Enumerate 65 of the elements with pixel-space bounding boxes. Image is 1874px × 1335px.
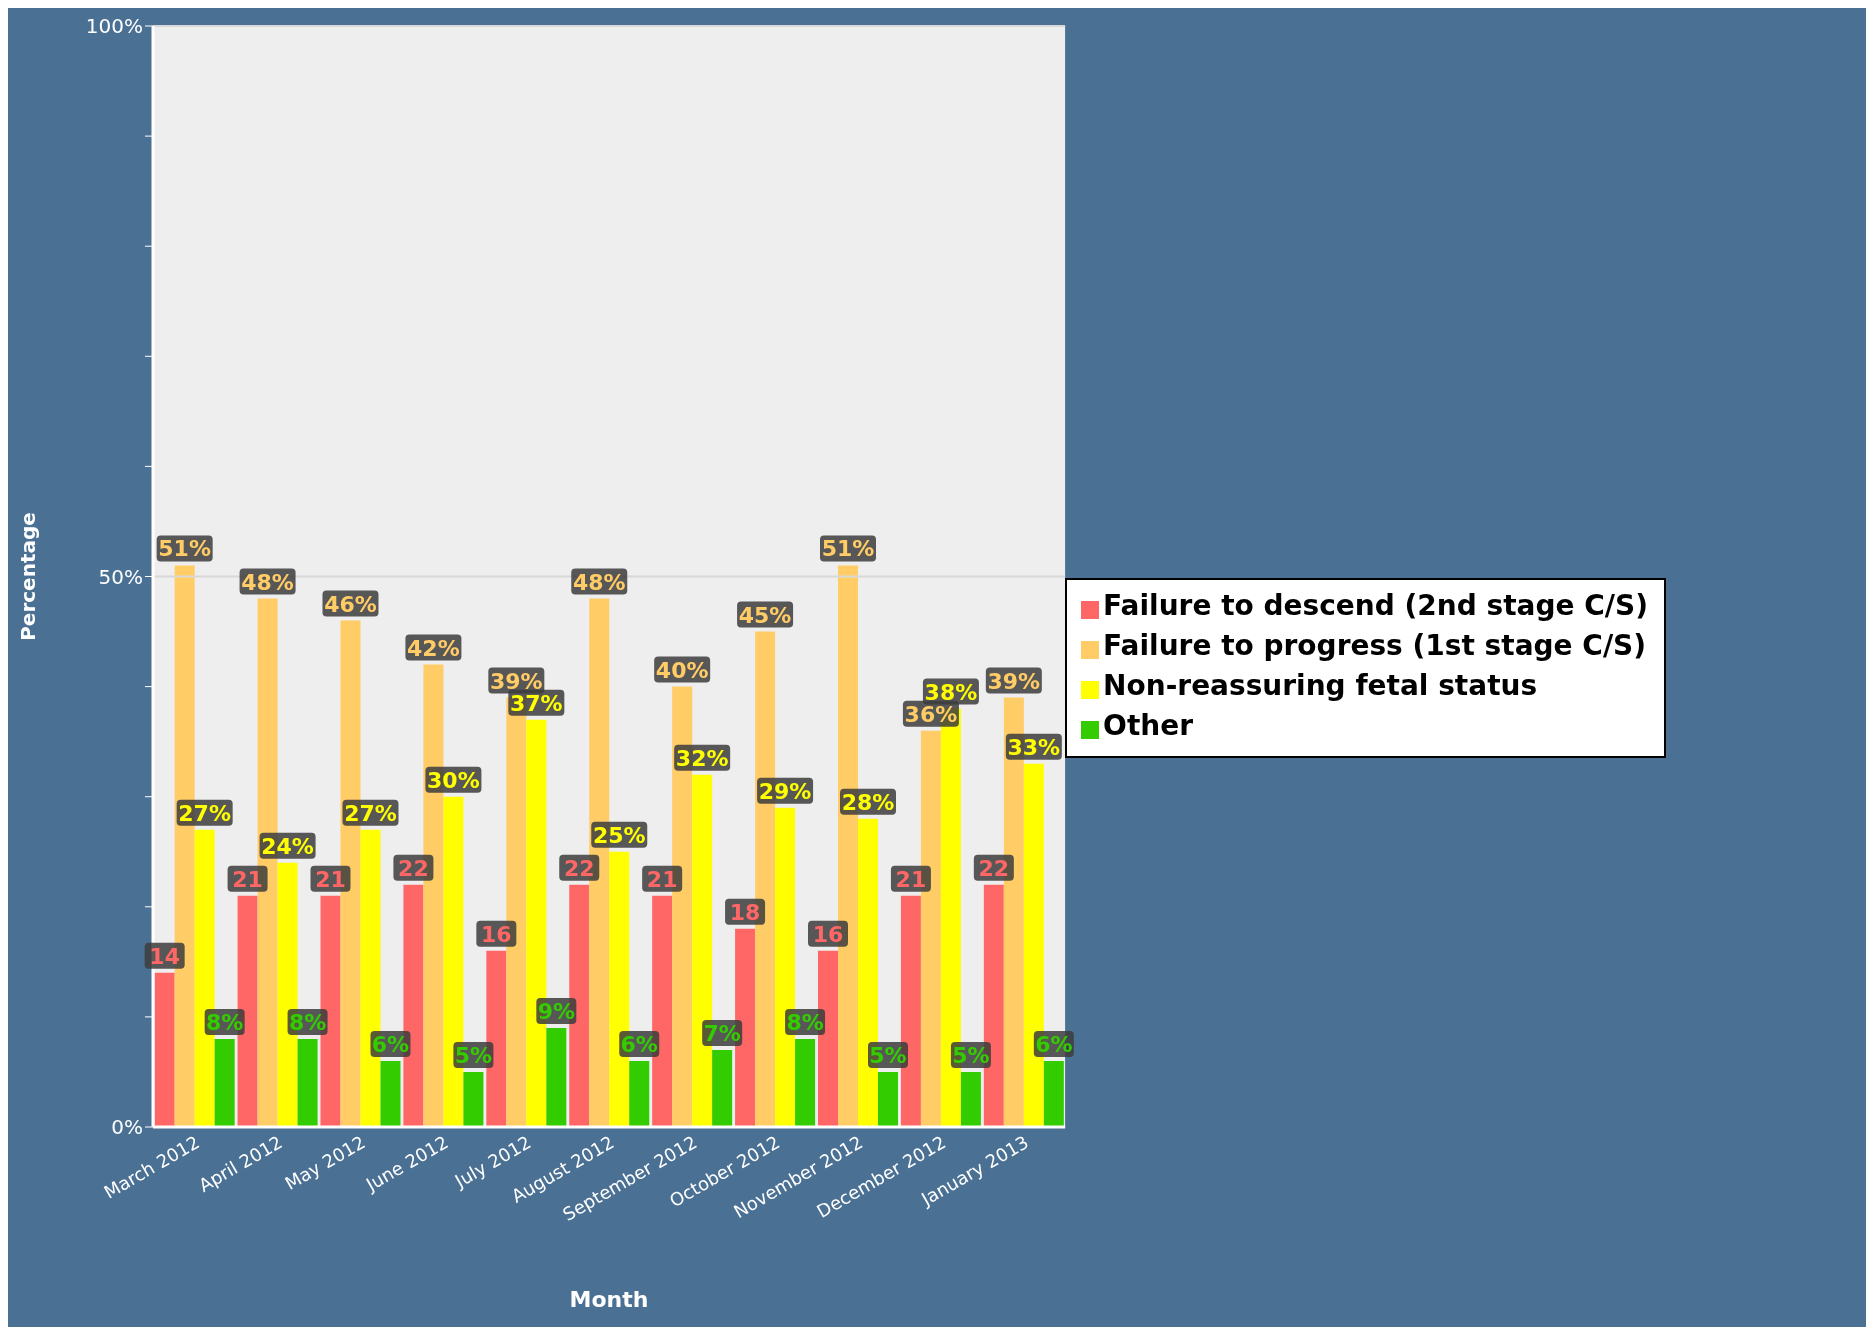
bar: [712, 1049, 733, 1127]
data-label: 5%: [869, 1042, 907, 1068]
data-label: 25%: [592, 822, 646, 848]
data-label: 45%: [738, 602, 792, 628]
data-label: 38%: [924, 679, 978, 705]
bar: [154, 972, 175, 1127]
data-label: 22: [563, 855, 595, 881]
data-label: 5%: [454, 1042, 493, 1068]
y-tick-label: 50%: [98, 564, 143, 589]
x-axis-title: Month: [569, 1287, 649, 1312]
data-label: 37%: [509, 690, 563, 716]
data-label: 21: [646, 866, 678, 892]
data-label: 39%: [987, 668, 1041, 694]
legend-label: Other: [1103, 708, 1194, 742]
data-label: 5%: [952, 1042, 990, 1068]
data-label: 22: [398, 855, 429, 881]
data-label: 21: [232, 866, 263, 892]
bar: [629, 1060, 650, 1127]
data-label: 51%: [158, 536, 211, 562]
y-tick-label: 100%: [85, 14, 143, 39]
data-label: 9%: [537, 998, 576, 1024]
data-label: 8%: [786, 1009, 824, 1035]
data-label: 48%: [572, 569, 626, 595]
data-label: 8%: [205, 1009, 244, 1035]
data-label: 24%: [261, 833, 314, 859]
data-label: 33%: [1007, 734, 1061, 760]
data-label: 40%: [655, 657, 709, 683]
data-label: 27%: [178, 800, 231, 826]
bar: [878, 1071, 898, 1127]
data-label: 29%: [758, 778, 812, 804]
legend-label: Non-reassuring fetal status: [1103, 668, 1538, 702]
bar: [960, 1071, 981, 1127]
bar: [297, 1038, 318, 1127]
legend-label: Failure to progress (1st stage C/S): [1103, 628, 1647, 662]
data-label: 46%: [324, 591, 377, 617]
data-label: 39%: [489, 668, 543, 694]
bar: [795, 1038, 816, 1127]
data-label: 22: [978, 855, 1010, 881]
data-label: 18: [729, 899, 761, 925]
legend-label: Failure to descend (2nd stage C/S): [1103, 588, 1648, 622]
y-tick-label: 0%: [111, 1115, 143, 1140]
data-label: 6%: [371, 1031, 410, 1057]
data-label: 21: [315, 866, 346, 892]
data-label: 16: [481, 921, 512, 947]
data-label: 6%: [620, 1031, 658, 1057]
data-label: 27%: [344, 800, 397, 826]
bar: [214, 1038, 235, 1127]
bar: [380, 1060, 401, 1127]
data-label: 21: [895, 866, 927, 892]
data-label: 30%: [427, 767, 480, 793]
data-label: 42%: [407, 635, 460, 661]
bar: [1043, 1060, 1064, 1127]
bar: [546, 1027, 567, 1127]
bar: [463, 1071, 484, 1127]
data-label: 28%: [841, 789, 895, 815]
data-label: 14: [149, 943, 180, 969]
data-label: 8%: [288, 1009, 327, 1035]
data-label: 36%: [904, 701, 958, 727]
data-label: 51%: [821, 536, 875, 562]
data-label: 16: [812, 921, 844, 947]
y-axis-title: Percentage: [16, 512, 41, 641]
data-label: 48%: [241, 569, 294, 595]
data-label: 32%: [675, 745, 729, 771]
data-label: 6%: [1035, 1031, 1073, 1057]
data-label: 7%: [703, 1020, 741, 1046]
